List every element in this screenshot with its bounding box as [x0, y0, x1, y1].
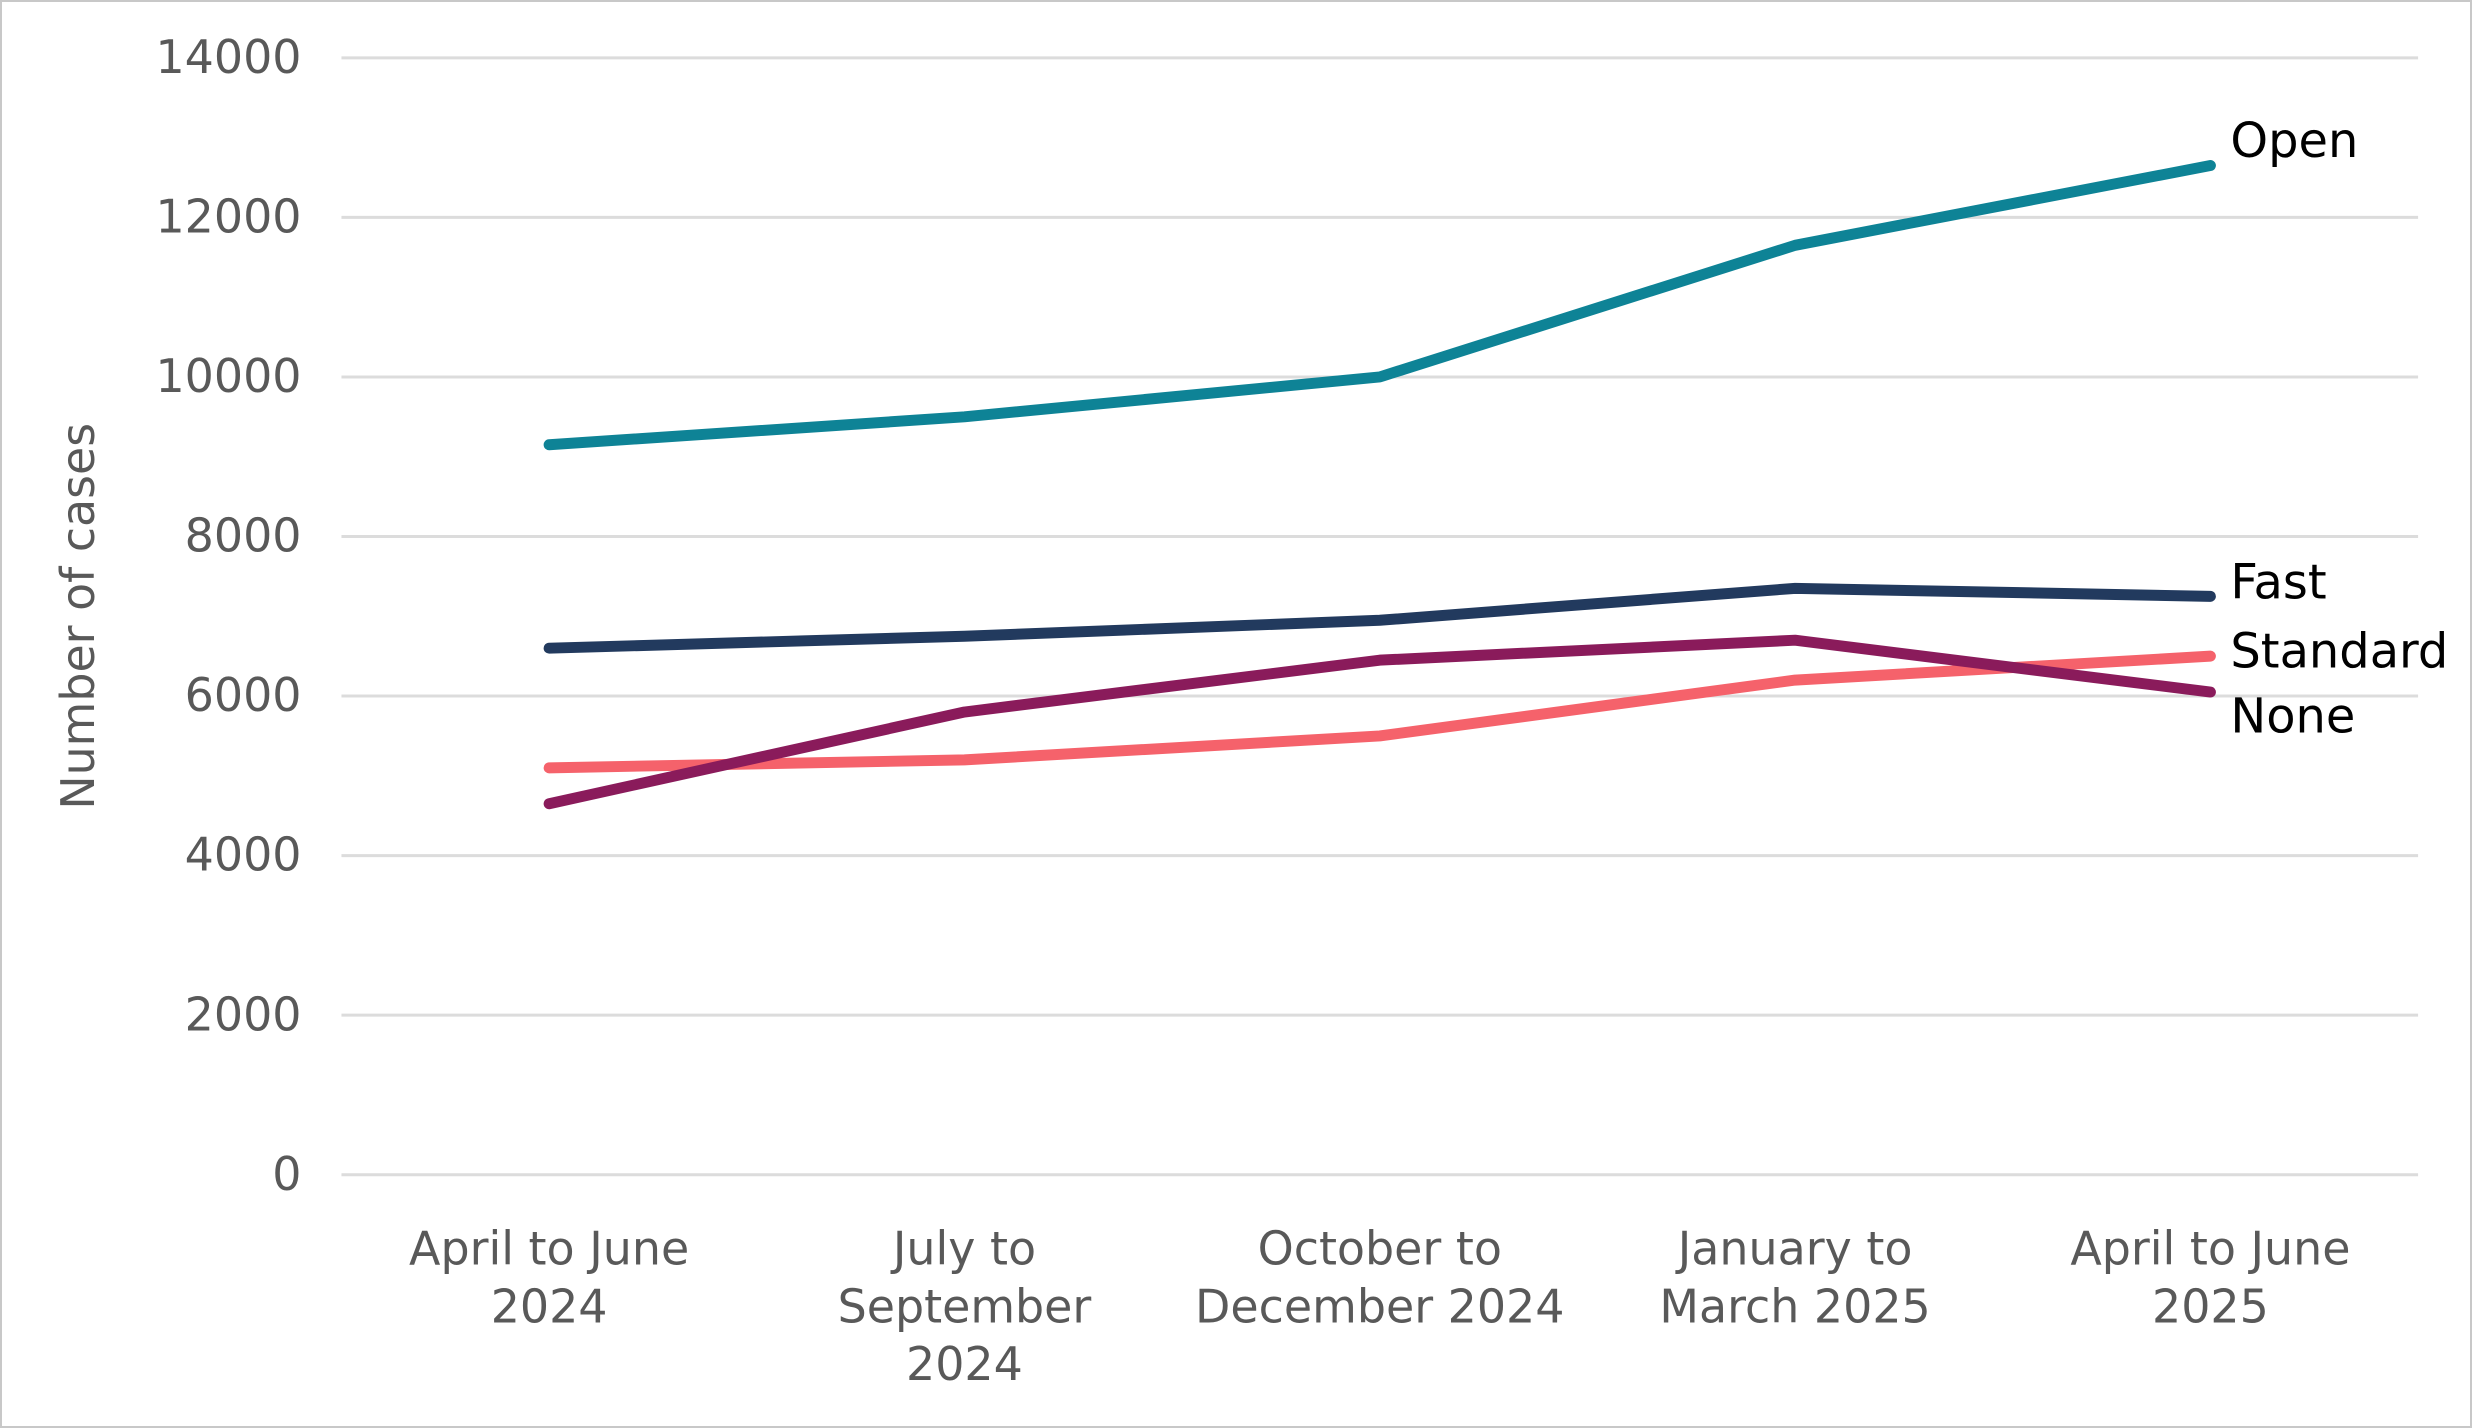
- y-tick-label: 8000: [185, 509, 302, 563]
- x-tick-label: 2025: [2152, 1279, 2269, 1333]
- series-label-standard: Standard: [2230, 624, 2448, 679]
- x-tick-label: April to June: [409, 1221, 689, 1275]
- series-line-open: [543, 160, 2216, 451]
- x-tick-label: 2024: [906, 1337, 1023, 1391]
- y-tick-label: 14000: [155, 30, 301, 84]
- x-tick-label: December 2024: [1195, 1279, 1564, 1333]
- series-label-fast: Fast: [2230, 556, 2326, 611]
- x-tick-label: April to June: [2070, 1221, 2350, 1275]
- series-lines: [543, 160, 2216, 810]
- y-axis-title: Number of cases: [51, 423, 105, 810]
- series-label-none: None: [2230, 689, 2355, 744]
- series-line-standard: [543, 650, 2216, 774]
- y-tick-label: 12000: [155, 190, 301, 244]
- x-tick-label: 2024: [491, 1279, 608, 1333]
- y-tick-label: 2000: [185, 987, 302, 1041]
- y-tick-label: 4000: [185, 828, 302, 882]
- x-tick-label: July to: [890, 1221, 1036, 1275]
- y-tick-labels: 0 2000 4000 6000 8000 10000 12000 14000: [155, 30, 301, 1201]
- series-line-none: [543, 634, 2216, 810]
- y-tick-label: 10000: [155, 349, 301, 403]
- x-tick-label: March 2025: [1659, 1279, 1930, 1333]
- y-tick-label: 0: [272, 1147, 301, 1201]
- x-tick-label: October to: [1258, 1221, 1502, 1275]
- y-tick-label: 6000: [185, 668, 302, 722]
- x-tick-label: September: [838, 1279, 1092, 1333]
- x-tick-label: January to: [1675, 1221, 1913, 1275]
- series-labels: Open Fast Standard None: [2230, 114, 2448, 744]
- series-label-open: Open: [2230, 114, 2358, 169]
- series-line-fast: [543, 582, 2216, 654]
